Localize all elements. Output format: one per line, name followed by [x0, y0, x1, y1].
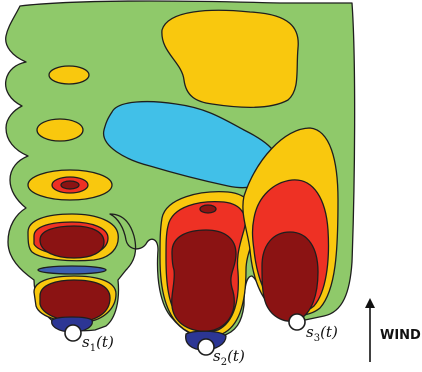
source-2-label: s2(t) [213, 347, 245, 368]
plume-1-blue-band [37, 265, 107, 275]
source-3-marker [288, 313, 306, 331]
source-1-marker [64, 324, 82, 342]
source-1-label: s1(t) [82, 333, 114, 354]
plume-1-maroon-lower [39, 279, 111, 323]
wind-arrow-icon [365, 298, 375, 362]
plume-1-maroon-upper [39, 225, 105, 259]
plume-3-maroon [261, 231, 319, 322]
source-3-label: s3(t) [306, 323, 338, 344]
plume-2-maroon [171, 229, 237, 332]
source-2-marker [197, 338, 215, 356]
ring-maroon-mid-left [60, 180, 80, 190]
small-yellow-region-1 [48, 65, 90, 85]
plume-2-maroon-small [199, 204, 217, 214]
small-yellow-region-2 [36, 118, 84, 142]
high-concentration-region-top [161, 9, 299, 108]
wind-label: WIND [380, 328, 421, 343]
